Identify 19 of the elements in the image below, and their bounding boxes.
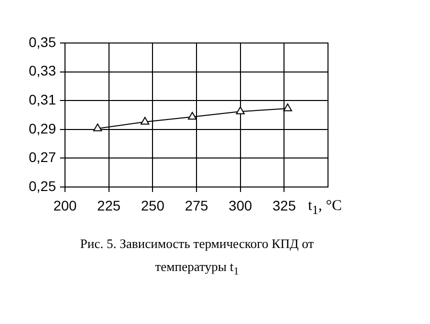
- y-tick-label: 0,35: [28, 34, 56, 50]
- point: [236, 106, 245, 114]
- y-tick-label: 0,27: [28, 149, 56, 166]
- point: [283, 104, 292, 112]
- y-tick-label: 0,29: [28, 120, 56, 136]
- x-tick-label: 225: [97, 197, 121, 214]
- x-tick-label: 250: [140, 197, 165, 214]
- text: Рис. 5. Зависимость термического КПД от температуры t$_{1}$: [79, 235, 315, 280]
- point: [140, 116, 150, 125]
- x-tick-label: 325: [272, 197, 296, 214]
- y-tick-label: 0,33: [28, 62, 56, 79]
- point: [188, 112, 197, 120]
- x-tick-label: 275: [184, 197, 208, 214]
- x-axis-title: t$_{1}$, °C: [308, 198, 342, 218]
- y-tick-label: 0,31: [28, 91, 56, 108]
- x-tick-label: 200: [53, 197, 77, 214]
- y-tick-label: 0,25: [28, 178, 56, 194]
- x-tick-label: 300: [228, 197, 252, 214]
- point: [93, 124, 102, 132]
